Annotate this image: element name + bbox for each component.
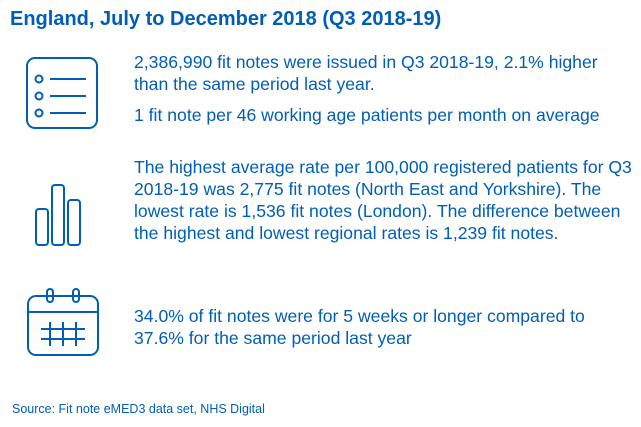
fit-notes-issued-text: 2,386,990 fit notes were issued in Q3 20… — [134, 52, 598, 94]
calendar-icon — [27, 288, 99, 356]
bar-chart-icon — [35, 184, 81, 246]
page-title: England, July to December 2018 (Q3 2018-… — [10, 8, 442, 30]
long-duration-text: 34.0% of fit notes were for 5 weeks or l… — [134, 306, 585, 348]
list-icon — [26, 57, 98, 129]
regional-rates-text: The highest average rate per 100,000 reg… — [134, 157, 632, 243]
fit-notes-per-patient-text: 1 fit note per 46 working age patients p… — [134, 105, 600, 125]
source-note: Source: Fit note eMED3 data set, NHS Dig… — [12, 402, 265, 416]
